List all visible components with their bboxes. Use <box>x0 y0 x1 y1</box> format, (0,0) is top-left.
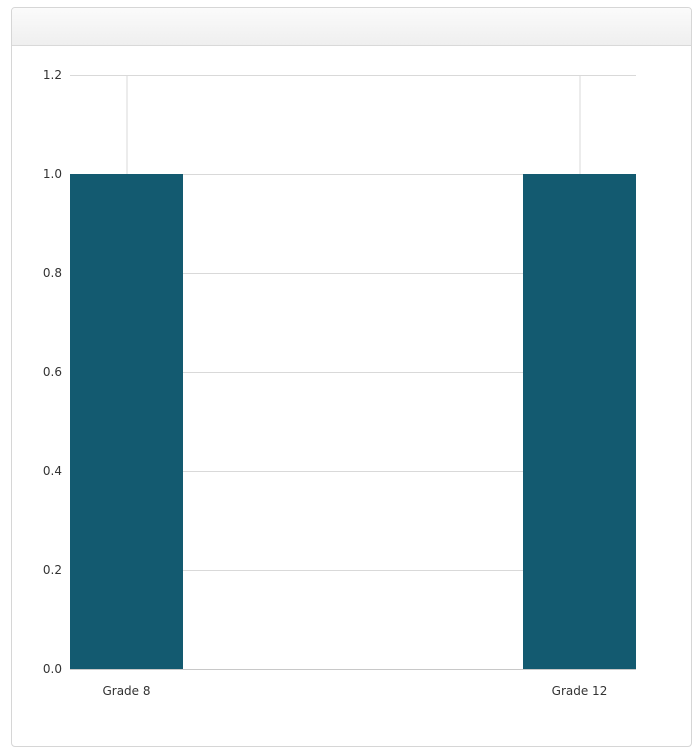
y-tick-label: 0.0 <box>43 662 62 676</box>
bar-grade-12[interactable] <box>523 174 636 669</box>
y-tick-label: 0.6 <box>43 365 62 379</box>
y-tick-label: 0.4 <box>43 464 62 478</box>
y-tick-label: 1.0 <box>43 167 62 181</box>
bars <box>70 174 636 669</box>
x-tick-label: Grade 12 <box>552 684 608 698</box>
y-tick-label: 1.2 <box>43 68 62 82</box>
y-tick-label: 0.8 <box>43 266 62 280</box>
y-tick-label: 0.2 <box>43 563 62 577</box>
bar-chart: 0.0 0.2 0.4 0.6 0.8 1.0 1.2 Grade 8 Grade 12 <box>43 68 636 698</box>
x-tick-label: Grade 8 <box>102 684 150 698</box>
panel-header <box>12 8 691 46</box>
bar-grade-8[interactable] <box>70 174 183 669</box>
y-axis-ticks: 0.0 0.2 0.4 0.6 0.8 1.0 1.2 <box>43 68 62 676</box>
x-axis-ticks: Grade 8 Grade 12 <box>102 684 607 698</box>
